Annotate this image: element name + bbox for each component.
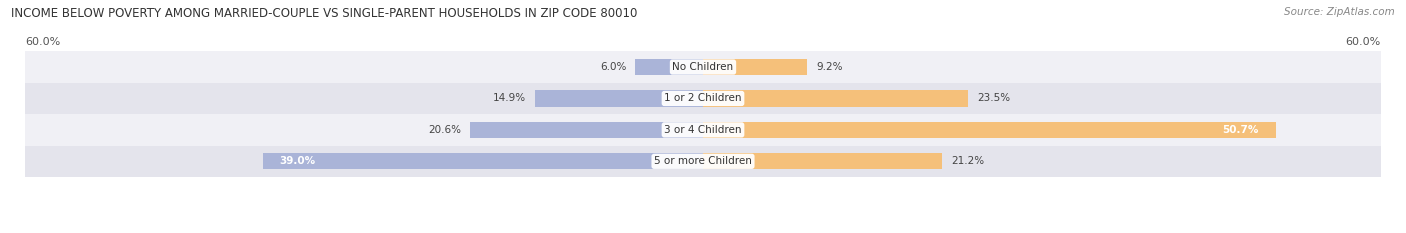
Text: 60.0%: 60.0% [25,37,60,47]
Text: 1 or 2 Children: 1 or 2 Children [664,93,742,103]
Bar [534,90,703,107]
Bar [25,114,1381,146]
Bar [471,122,703,138]
Bar [703,153,942,169]
Bar [25,51,1381,83]
Text: 6.0%: 6.0% [600,62,626,72]
Text: 20.6%: 20.6% [429,125,461,135]
Text: 3 or 4 Children: 3 or 4 Children [664,125,742,135]
Bar [703,59,807,75]
Text: INCOME BELOW POVERTY AMONG MARRIED-COUPLE VS SINGLE-PARENT HOUSEHOLDS IN ZIP COD: INCOME BELOW POVERTY AMONG MARRIED-COUPL… [11,7,638,20]
Text: 39.0%: 39.0% [280,156,315,166]
Text: 5 or more Children: 5 or more Children [654,156,752,166]
Text: 60.0%: 60.0% [1346,37,1381,47]
Bar [703,90,969,107]
Text: 21.2%: 21.2% [952,156,984,166]
Text: No Children: No Children [672,62,734,72]
Bar [636,59,703,75]
Bar [703,122,1275,138]
Text: 9.2%: 9.2% [815,62,842,72]
Bar [263,153,703,169]
Bar [25,83,1381,114]
Text: 14.9%: 14.9% [492,93,526,103]
Text: 23.5%: 23.5% [977,93,1011,103]
Text: Source: ZipAtlas.com: Source: ZipAtlas.com [1284,7,1395,17]
Bar [25,146,1381,177]
Text: 50.7%: 50.7% [1222,125,1258,135]
